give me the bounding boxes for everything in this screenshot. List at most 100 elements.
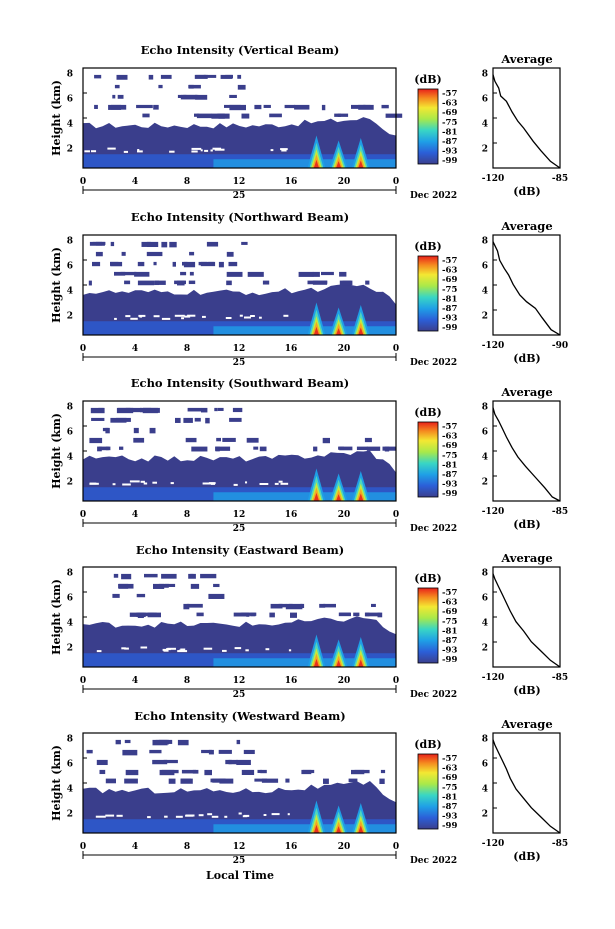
echo-blob [254, 778, 267, 782]
y-tick-label: 2 [67, 810, 73, 820]
echo-blob [278, 603, 287, 608]
echo-blob [155, 280, 166, 285]
plot-frame [82, 400, 397, 502]
convective-cell [358, 825, 364, 833]
x-tick-label: 4 [132, 842, 138, 852]
echo-blob [172, 261, 176, 267]
y-ticks: 2 4 6 8 [67, 735, 73, 820]
echo-blob [237, 74, 242, 79]
colorbar-tick-label: -63 [442, 598, 457, 608]
heatmap-plot [82, 400, 397, 501]
y-tick-label: 2 [67, 644, 73, 654]
average-y-tick-label: 8 [482, 403, 488, 413]
echo-gap [123, 150, 129, 153]
date-suffix: Dec 2022 [410, 524, 457, 534]
echo-blob [117, 94, 124, 99]
echo-blob [190, 583, 200, 589]
colorbar-tick-label: -69 [442, 275, 457, 285]
colorbar-tick-label: -57 [442, 256, 457, 266]
echo-blob [201, 407, 208, 413]
echo-gap [225, 317, 232, 319]
average-frame [492, 566, 561, 668]
x-ticks: 0 4 8 12 16 20 0 [80, 510, 399, 520]
y-tick-label: 4 [67, 120, 73, 130]
echo-blob [195, 94, 208, 100]
echo-gap [259, 316, 262, 319]
convective-cell [336, 660, 342, 667]
echo-gap [170, 482, 174, 485]
echo-blob [94, 74, 102, 79]
echo-blob [254, 104, 262, 110]
echo-blob [222, 437, 236, 442]
echo-blob [363, 104, 371, 109]
echo-blob [174, 280, 186, 285]
echo-gap [245, 649, 249, 652]
average-y-tick-label: 4 [482, 287, 488, 297]
echo-blob [300, 603, 305, 609]
echo-blob [217, 407, 224, 411]
panel-title: Echo Intensity (Southward Beam) [131, 376, 349, 390]
y-ticks: 2 4 6 8 [67, 70, 73, 155]
echo-blob [112, 593, 120, 598]
echo-gap [233, 483, 238, 486]
echo-gap [95, 815, 106, 818]
echo-blob [379, 778, 385, 784]
echo-gap [84, 150, 90, 153]
colorbar-tick-label: -63 [442, 764, 457, 774]
echo-blob [337, 113, 341, 117]
y-axis-label: Height (km) [50, 80, 63, 156]
echo-gap [270, 149, 274, 152]
convective-cell [336, 161, 342, 168]
echo-blob [285, 603, 303, 610]
echo-gap [175, 815, 183, 818]
echo-blob [189, 271, 194, 276]
echo-blob [112, 94, 116, 99]
echo-gap [198, 814, 204, 817]
echo-blob [194, 417, 201, 422]
echo-gap [185, 814, 195, 817]
y-tick-label: 8 [67, 735, 73, 745]
panel-3: Echo Intensity (Eastward Beam) 2 4 6 8 H… [50, 543, 568, 700]
low-echo [213, 824, 396, 833]
echo-blob [342, 280, 353, 286]
echo-gap [271, 813, 280, 816]
x-tick-label: 16 [285, 842, 298, 852]
echo-blob [121, 251, 126, 256]
echo-gap [91, 150, 97, 153]
echo-blob [298, 271, 314, 277]
echo-blob [188, 573, 196, 579]
average-x-tick-label: -120 [482, 341, 505, 351]
y-axis-label: Height (km) [50, 413, 63, 489]
average-y-tick-label: 2 [482, 478, 488, 488]
echo-gap [191, 147, 202, 150]
echo-gap [243, 814, 250, 817]
average-x-tick-label: -85 [552, 507, 568, 517]
echo-blob [142, 407, 158, 414]
echo-gap [153, 315, 160, 318]
echo-gap [210, 482, 216, 485]
echo-blob [216, 437, 221, 442]
echo-blob [136, 104, 153, 109]
x-tick-label: 16 [285, 177, 298, 187]
colorbar-ticks: -57 -63 -69 -75 -81 -87 -93 -99 [442, 256, 457, 333]
x-tick-label: 0 [80, 177, 86, 187]
average-x-label: (dB) [513, 850, 540, 863]
echo-blob [164, 583, 176, 588]
y-tick-label: 8 [67, 237, 73, 247]
average-y-tick-label: 2 [482, 810, 488, 820]
echo-blob [364, 612, 381, 617]
echo-blob [154, 280, 159, 286]
echo-blob [218, 261, 224, 268]
average-x-label: (dB) [513, 185, 540, 198]
echo-blob [208, 593, 225, 599]
date-label: 25 [233, 690, 246, 700]
colorbar-tick-label: -75 [442, 617, 457, 627]
panel-4: Echo Intensity (Westward Beam) 2 4 6 8 H… [50, 709, 568, 866]
echo-blob [110, 261, 123, 267]
echo-blob [206, 241, 219, 247]
heatmap-plot [82, 566, 397, 667]
x-tick-label: 20 [338, 177, 351, 187]
echo-blob [253, 446, 259, 450]
echo-blob [182, 261, 188, 266]
echo-blob [381, 104, 389, 109]
